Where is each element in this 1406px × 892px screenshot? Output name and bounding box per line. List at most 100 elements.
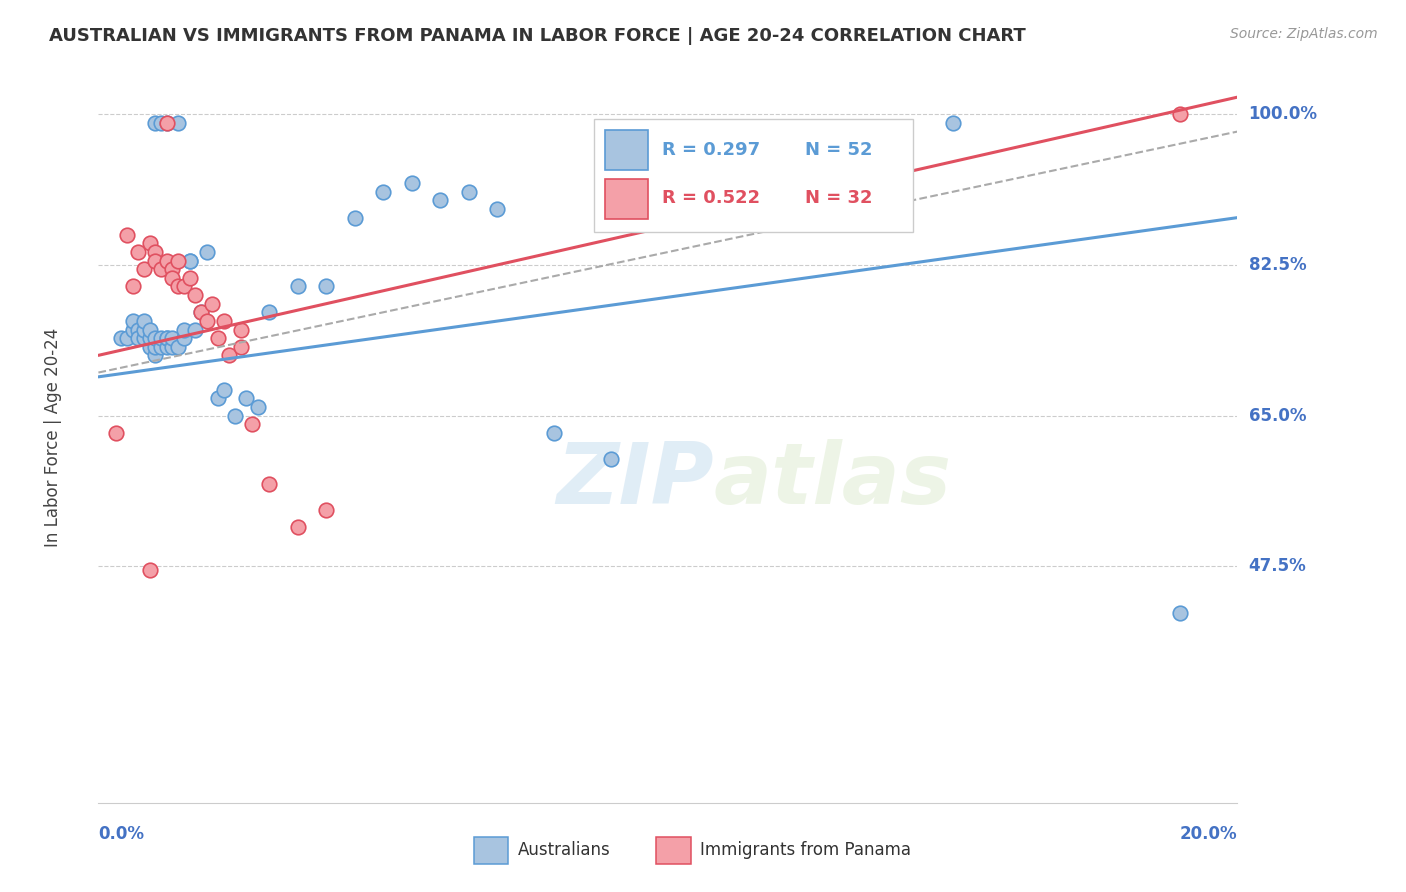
Point: [173, 331, 195, 345]
Point: [401, 176, 423, 190]
Point: [207, 331, 229, 345]
Point: [167, 116, 190, 130]
Point: [167, 253, 190, 268]
Point: [600, 451, 623, 466]
Point: [150, 331, 173, 345]
Point: [138, 340, 160, 354]
Point: [127, 245, 149, 260]
FancyBboxPatch shape: [593, 119, 912, 232]
Point: [1170, 607, 1192, 621]
Point: [207, 392, 229, 406]
Text: Immigrants from Panama: Immigrants from Panama: [700, 841, 911, 859]
Text: 100.0%: 100.0%: [1249, 105, 1317, 123]
Point: [127, 322, 149, 336]
Text: AUSTRALIAN VS IMMIGRANTS FROM PANAMA IN LABOR FORCE | AGE 20-24 CORRELATION CHAR: AUSTRALIAN VS IMMIGRANTS FROM PANAMA IN …: [49, 27, 1026, 45]
Point: [229, 340, 252, 354]
Point: [218, 348, 240, 362]
Point: [259, 305, 281, 319]
Point: [121, 314, 143, 328]
Point: [195, 245, 218, 260]
Point: [179, 253, 201, 268]
Point: [457, 185, 479, 199]
Text: atlas: atlas: [713, 440, 952, 523]
Point: [145, 340, 167, 354]
FancyBboxPatch shape: [657, 838, 690, 863]
Point: [240, 417, 263, 432]
Point: [156, 116, 179, 130]
Point: [156, 253, 179, 268]
Point: [156, 340, 179, 354]
Point: [190, 305, 212, 319]
Point: [167, 279, 190, 293]
Point: [156, 331, 179, 345]
Text: Australians: Australians: [517, 841, 610, 859]
Point: [235, 392, 257, 406]
Point: [167, 340, 190, 354]
Text: N = 32: N = 32: [804, 189, 872, 207]
Text: 65.0%: 65.0%: [1249, 407, 1306, 425]
Point: [162, 340, 184, 354]
Point: [201, 296, 224, 310]
Point: [127, 331, 149, 345]
Point: [184, 322, 207, 336]
Point: [145, 245, 167, 260]
Point: [150, 262, 173, 277]
Point: [1170, 107, 1192, 121]
Point: [121, 322, 143, 336]
Point: [343, 211, 366, 225]
FancyBboxPatch shape: [474, 838, 509, 863]
Point: [287, 520, 309, 534]
Point: [110, 331, 132, 345]
Text: R = 0.522: R = 0.522: [662, 189, 761, 207]
Point: [212, 314, 235, 328]
Text: 82.5%: 82.5%: [1249, 256, 1306, 274]
Text: In Labor Force | Age 20-24: In Labor Force | Age 20-24: [44, 327, 62, 547]
FancyBboxPatch shape: [605, 130, 648, 170]
FancyBboxPatch shape: [605, 179, 648, 219]
Point: [162, 331, 184, 345]
Point: [190, 305, 212, 319]
Point: [104, 425, 127, 440]
Point: [942, 116, 965, 130]
Point: [145, 253, 167, 268]
Point: [156, 116, 179, 130]
Text: ZIP: ZIP: [555, 440, 713, 523]
Text: N = 52: N = 52: [804, 141, 872, 159]
Text: R = 0.297: R = 0.297: [662, 141, 761, 159]
Point: [138, 236, 160, 251]
Point: [138, 564, 160, 578]
Point: [373, 185, 395, 199]
Point: [115, 227, 138, 242]
Point: [145, 116, 167, 130]
Point: [543, 425, 565, 440]
Point: [287, 279, 309, 293]
Text: 20.0%: 20.0%: [1180, 825, 1237, 843]
Point: [150, 340, 173, 354]
Point: [259, 477, 281, 491]
Text: 0.0%: 0.0%: [98, 825, 145, 843]
Point: [138, 322, 160, 336]
Point: [179, 271, 201, 285]
Point: [224, 409, 246, 423]
Point: [173, 322, 195, 336]
Point: [212, 383, 235, 397]
Point: [150, 116, 173, 130]
Point: [132, 262, 155, 277]
Point: [132, 314, 155, 328]
Point: [179, 253, 201, 268]
Point: [315, 503, 337, 517]
Point: [162, 262, 184, 277]
Point: [486, 202, 509, 216]
Point: [121, 279, 143, 293]
Text: 47.5%: 47.5%: [1249, 558, 1306, 575]
Text: Source: ZipAtlas.com: Source: ZipAtlas.com: [1230, 27, 1378, 41]
Point: [229, 322, 252, 336]
Point: [145, 331, 167, 345]
Point: [173, 279, 195, 293]
Point: [162, 271, 184, 285]
Point: [132, 331, 155, 345]
Point: [156, 331, 179, 345]
Point: [138, 331, 160, 345]
Point: [429, 194, 451, 208]
Point: [115, 331, 138, 345]
